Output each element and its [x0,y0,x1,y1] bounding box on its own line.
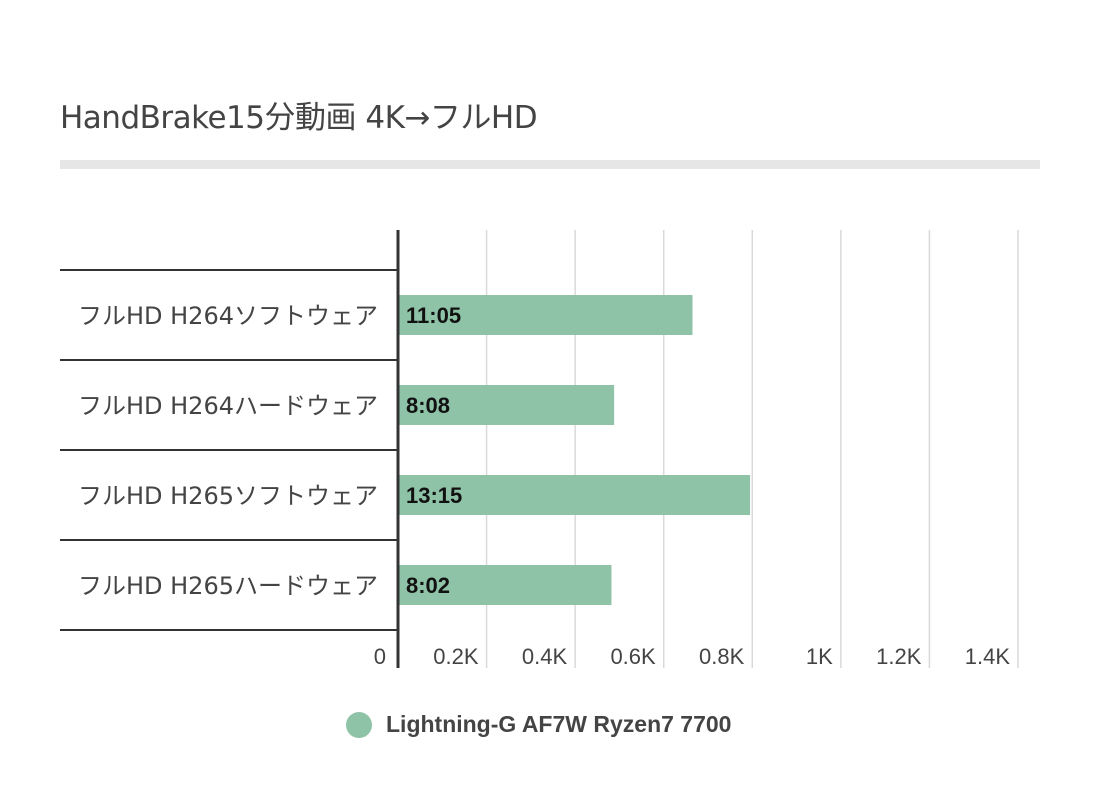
title-divider [60,160,1040,169]
x-tick-label: 0.6K [610,644,656,669]
bar [398,295,693,335]
category-label: フルHD H265ハードウェア [78,572,378,600]
x-tick-label: 1.4K [965,644,1011,669]
x-tick-label: 0 [374,644,386,669]
category-label: フルHD H264ハードウェア [78,392,378,420]
legend-swatch [346,711,372,738]
bar-data-label: 8:08 [406,393,450,418]
x-tick-label: 0.4K [522,644,568,669]
category-label: フルHD H264ソフトウェア [78,302,378,330]
bar [398,385,615,425]
bar-data-label: 13:15 [406,483,462,508]
legend: Lightning-G AF7W Ryzen7 7700 [346,711,731,738]
bar-data-label: 11:05 [406,303,461,328]
bar [398,475,751,515]
category-label: フルHD H265ソフトウェア [78,482,378,510]
legend-label: Lightning-G AF7W Ryzen7 7700 [386,711,732,737]
chart-title: HandBrake15分動画 4K→フルHD [60,100,538,136]
bar [398,565,612,605]
x-tick-label: 0.8K [699,644,745,669]
x-tick-label: 1K [806,644,833,669]
bar-data-label: 8:02 [406,573,450,598]
x-tick-label: 0.2K [433,644,479,669]
x-tick-label: 1.2K [876,644,922,669]
